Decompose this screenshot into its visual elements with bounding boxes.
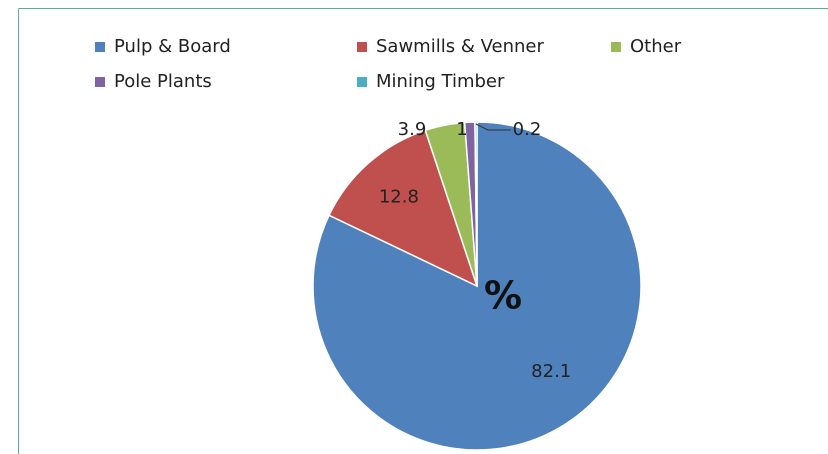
legend-label: Pulp & Board (114, 36, 231, 57)
center-annotation: % (484, 274, 522, 318)
data-label: 1 (456, 119, 467, 140)
data-label: 0.2 (513, 119, 542, 140)
legend-label: Sawmills & Venner (376, 36, 544, 57)
legend-swatch (611, 42, 621, 52)
legend-label: Pole Plants (114, 71, 212, 92)
legend-label: Other (630, 36, 682, 57)
data-label: 3.9 (398, 119, 427, 140)
data-label: 12.8 (379, 186, 419, 207)
pie-slice (328, 129, 479, 288)
data-label: 82.1 (531, 361, 571, 382)
legend-swatch (95, 42, 105, 52)
pie (312, 121, 642, 451)
legend-swatch (357, 77, 367, 87)
pie-slice (312, 121, 642, 451)
leader-line (475, 123, 511, 131)
legend-swatch (95, 77, 105, 87)
legend-label: Mining Timber (376, 71, 505, 92)
pie-slice (474, 121, 478, 287)
legend-swatch (357, 42, 367, 52)
